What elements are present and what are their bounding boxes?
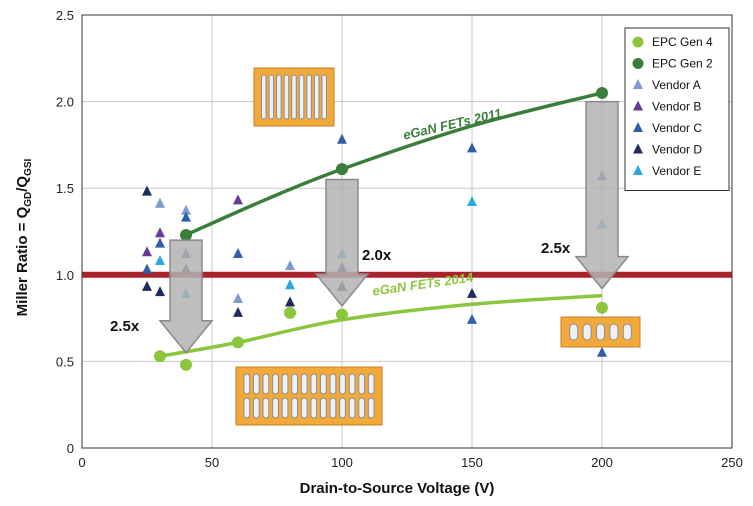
die-images [235,67,641,426]
y-tick-label: 2.5 [56,8,74,23]
point-epc-gen-2 [336,163,348,176]
legend-marker-epc-gen-2 [632,58,644,69]
y-tick-label: 0.5 [56,354,74,369]
y-axis-title: Miller Ratio = QGD/QGSI [14,158,34,316]
legend-label: EPC Gen 4 [652,35,713,49]
point-vendor-d [467,287,477,298]
point-vendor-a [181,204,191,215]
point-vendor-c [467,313,477,324]
point-vendor-c [467,142,477,153]
die-image-gen4-large [235,366,383,426]
legend-label: Vendor D [652,143,702,157]
point-vendor-d [285,296,295,307]
x-tick-label: 50 [205,455,219,470]
point-vendor-e [467,196,477,207]
x-axis-title: Drain-to-Source Voltage (V) [300,480,495,497]
trend-line-label: eGaN FETs 2011 [402,105,503,142]
improvement-callout: 2.5x [110,318,140,335]
point-vendor-a [285,260,295,271]
legend-marker-vendor-e [633,165,643,175]
legend-marker-vendor-b [633,100,643,111]
improvement-arrow [158,239,214,354]
point-vendor-d [233,306,243,317]
legend-label: Vendor E [652,164,701,178]
point-vendor-b [142,246,152,257]
point-epc-gen-4 [232,336,244,349]
point-vendor-c [233,248,243,259]
legend-marker-vendor-a [633,79,643,89]
point-epc-gen-2 [180,228,192,241]
point-vendor-e [285,279,295,290]
point-vendor-d [142,280,152,291]
point-vendor-b [155,227,165,238]
point-vendor-c [181,211,191,222]
plot-frame [81,14,733,449]
improvement-callout: 2.0x [362,247,392,264]
point-vendor-d [155,286,165,297]
x-tick-label: 150 [461,455,483,470]
point-vendor-c [142,263,152,274]
improvement-arrow [314,178,370,308]
point-vendor-d [142,185,152,196]
point-vendor-e [155,254,165,265]
legend: EPC Gen 4 EPC Gen 2 Vendor A Vendor B Vendor… [624,27,730,191]
legend-label: Vendor B [652,100,701,114]
improvement-arrows: 2.5x 2.0x 2.5x [110,100,630,354]
point-vendor-a [233,293,243,304]
point-epc-gen-4 [336,308,348,321]
point-epc-gen-4 [596,301,608,314]
die-image-gen2 [253,67,335,127]
point-epc-gen-2 [596,86,608,99]
die-image-gen4-small [560,316,641,348]
point-epc-gen-4 [154,350,166,363]
improvement-arrow [574,100,630,290]
point-epc-gen-4 [180,358,192,371]
y-tick-label: 0 [67,441,74,456]
point-vendor-c [597,346,607,357]
legend-label: EPC Gen 2 [652,57,713,71]
y-tick-label: 1.5 [56,181,74,196]
y-tick-label: 2.0 [56,95,74,110]
legend-marker-epc-gen-4 [632,36,644,48]
trend-line-epc-gen-2 [185,91,603,237]
data-points [142,86,608,371]
axes: 0 50 100 150 200 250 0 0.5 1.0 1.5 2.0 2.5 Drain-to-… [14,8,743,497]
legend-marker-vendor-c [633,122,643,132]
improvement-callout: 2.5x [541,240,571,257]
x-tick-label: 100 [331,455,353,470]
point-vendor-c [337,133,347,144]
x-tick-label: 200 [591,455,613,470]
point-epc-gen-4 [284,306,296,319]
point-vendor-b [233,194,243,205]
point-vendor-c [155,237,165,248]
trend-line-epc-gen-4 [159,293,603,358]
legend-label: Vendor C [652,121,702,135]
x-tick-label: 0 [78,455,85,470]
legend-label: Vendor A [652,78,701,92]
x-tick-label: 250 [721,455,743,470]
legend-marker-vendor-d [633,143,643,154]
point-vendor-a [155,197,165,208]
y-tick-label: 1.0 [56,268,74,283]
